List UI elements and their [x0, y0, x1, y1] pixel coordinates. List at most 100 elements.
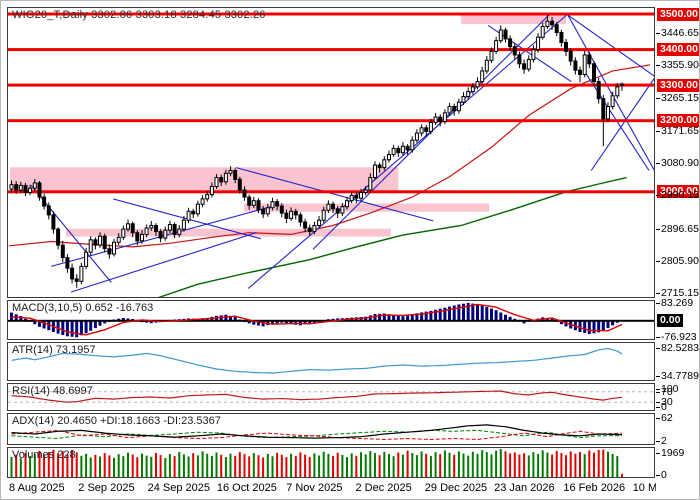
adx-canvas[interactable]: [8, 414, 654, 444]
price-level-badge: 3000.00: [657, 185, 699, 199]
macd-histogram-bar: [494, 310, 498, 321]
price-level-badge: 3400.00: [657, 43, 699, 57]
price-tick-label: 2715.15: [661, 287, 699, 300]
axis-tick-mark: [656, 97, 660, 99]
volume-bar: [238, 452, 241, 477]
candle-body: [42, 196, 47, 207]
candle-body: [242, 189, 247, 198]
trendline: [567, 14, 654, 77]
macd-signal-line: [11, 303, 623, 336]
candle-body: [345, 200, 349, 208]
adx-panel[interactable]: ADX(14) 20.4650 +DI:18.1663 -DI:23.5367: [7, 413, 655, 445]
horizontal-level-line: [8, 119, 654, 123]
volume-bar: [201, 451, 204, 477]
volume-bar: [504, 451, 507, 477]
volume-bar: [99, 456, 101, 477]
candle-body: [587, 54, 592, 65]
candle-body: [307, 227, 312, 233]
macd-histogram-bar: [424, 311, 428, 321]
candle-body: [419, 127, 424, 134]
macd-histogram-bar: [499, 312, 503, 321]
volumes-panel[interactable]: Volumes 228: [7, 447, 655, 478]
macd-histogram-bar: [121, 318, 125, 321]
volume-bar: [136, 457, 139, 477]
ma-fast-red-line: [9, 64, 650, 248]
trendline: [590, 77, 654, 171]
candle-body: [470, 86, 475, 93]
candle-body: [275, 201, 280, 207]
main-chart-canvas[interactable]: [8, 8, 654, 297]
candle-body: [592, 63, 596, 83]
candle-body: [293, 210, 298, 216]
axis-tick-mark: [656, 33, 660, 34]
candle-body: [9, 184, 14, 190]
macd-histogram-bar: [387, 314, 391, 321]
candle-body: [154, 225, 158, 232]
candle-body: [578, 69, 582, 76]
macd-histogram-bar: [233, 317, 237, 321]
candle-body: [279, 205, 284, 214]
axis-tick-mark: [656, 475, 660, 476]
axis-tick-mark: [656, 337, 660, 339]
volume-bar: [481, 450, 484, 477]
candle-body: [335, 208, 340, 214]
horizontal-level-line: [8, 48, 654, 52]
candle-body: [23, 184, 28, 193]
macd-histogram-bar: [606, 320, 610, 329]
volume-bar: [569, 451, 572, 477]
price-tick-label: 2805.90: [661, 254, 699, 267]
volume-bar: [299, 452, 302, 477]
volume-bar: [485, 452, 488, 477]
macd-tick-label: 83.269: [661, 296, 694, 309]
volume-bar: [276, 452, 279, 477]
macd-panel[interactable]: MACD(3,10,5) 0.652 -16.763: [7, 300, 655, 340]
volume-bar: [532, 452, 535, 477]
macd-canvas[interactable]: [8, 301, 654, 339]
axis-tick-mark: [656, 348, 660, 350]
candle-body: [326, 203, 331, 211]
main-chart-panel[interactable]: WIG20_T,Daily 3302.86 3303.18 3284.45 33…: [7, 7, 655, 298]
candle-body: [438, 116, 443, 122]
volume-bar: [392, 456, 395, 477]
rsi-canvas[interactable]: [8, 384, 654, 410]
macd-histogram-bar: [47, 320, 51, 331]
axis-tick-mark: [656, 376, 660, 378]
volume-bar: [322, 451, 325, 477]
volume-bar: [597, 450, 600, 477]
volumes-label: Volumes 228: [12, 449, 76, 461]
volume-bar: [220, 454, 223, 477]
volume-bar: [369, 451, 372, 477]
price-tick-label: 3355.90: [661, 59, 699, 72]
volume-bar: [495, 450, 498, 477]
candle-body: [531, 49, 536, 61]
price-tick-label: 2896.65: [661, 222, 699, 235]
candle-body: [60, 244, 65, 259]
candle-body: [84, 251, 89, 267]
volume-bar: [24, 452, 27, 477]
candle-body: [219, 177, 224, 183]
macd-histogram-bar: [33, 320, 37, 325]
volume-bar: [546, 452, 549, 477]
volume-bar: [164, 458, 167, 477]
volume-bar: [47, 452, 50, 477]
volume-bar: [224, 457, 227, 477]
candle-body: [126, 223, 130, 230]
macd-histogram-bar: [504, 314, 507, 321]
volumes-canvas[interactable]: [8, 448, 654, 477]
atr-canvas[interactable]: [8, 343, 654, 380]
macd-histogram-bar: [38, 320, 41, 327]
candle-body: [433, 116, 438, 123]
candle-body: [400, 145, 405, 154]
candle-body: [452, 106, 457, 112]
volume-bar: [271, 456, 274, 477]
rsi-panel[interactable]: RSI(14) 48.6997: [7, 383, 655, 411]
volume-bar: [117, 454, 120, 477]
atr-panel[interactable]: ATR(14) 73.1957: [7, 342, 655, 381]
macd-histogram-bar: [443, 307, 447, 321]
macd-histogram-bar: [406, 315, 410, 321]
axis-tick-mark: [656, 163, 660, 165]
macd-histogram-bar: [117, 318, 121, 321]
macd-histogram-bar: [587, 320, 591, 335]
macd-histogram-bar: [396, 315, 400, 321]
volume-bar: [285, 457, 288, 477]
